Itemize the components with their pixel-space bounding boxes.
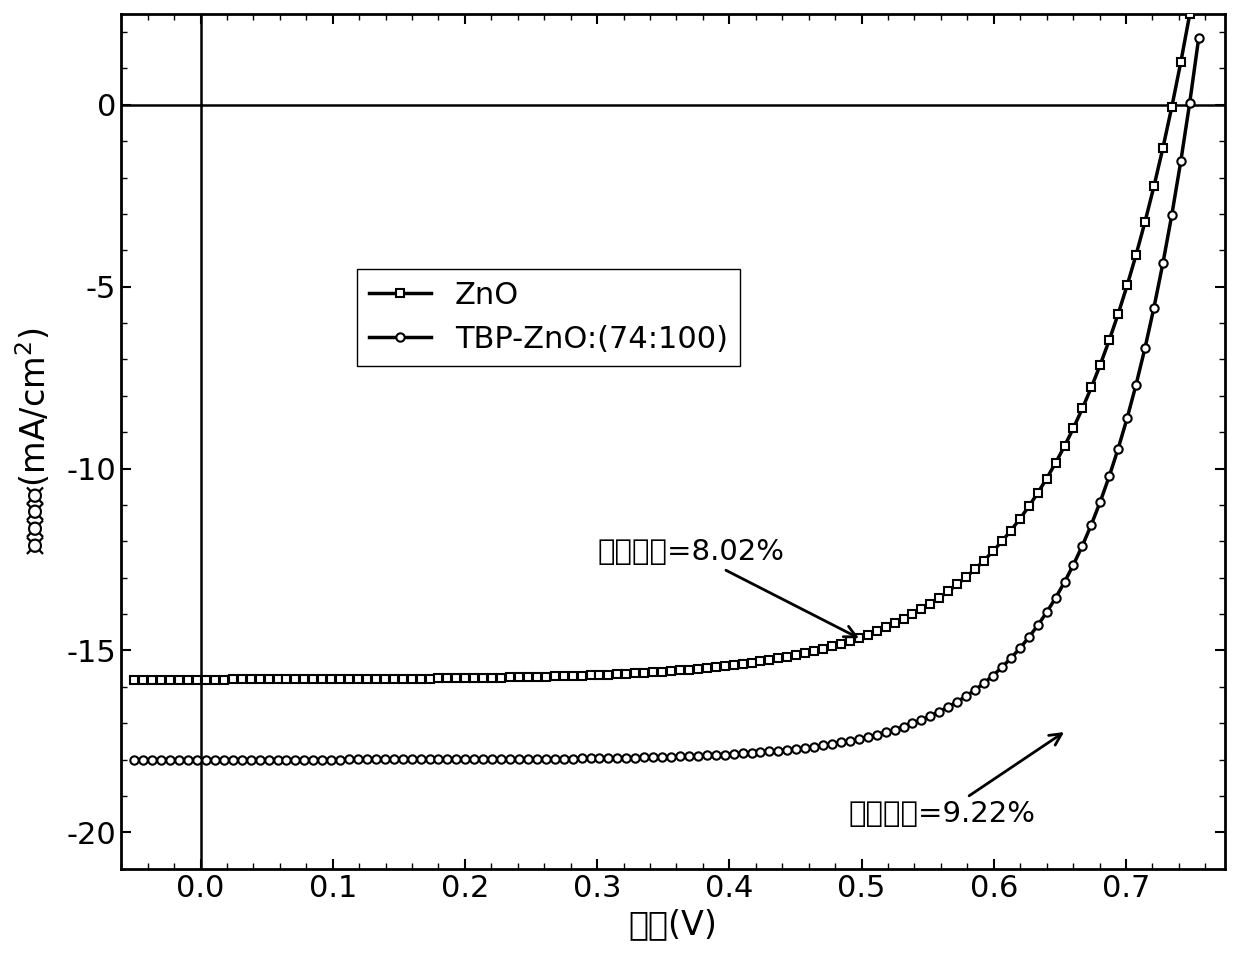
TBP-ZnO:(74:100) <box>1156 258 1171 269</box>
ZnO <box>458 672 473 684</box>
Text: 转换效率=9.22%: 转换效率=9.22% <box>849 733 1062 828</box>
Line: TBP-ZnO:(74:100): TBP-ZnO:(74:100) <box>130 34 1203 764</box>
Legend: ZnO, TBP-ZnO:(74:100): ZnO, TBP-ZnO:(74:100) <box>357 268 740 366</box>
TBP-ZnO:(74:100) <box>860 732 875 743</box>
TBP-ZnO:(74:100) <box>717 749 732 760</box>
X-axis label: 电压(V): 电压(V) <box>628 908 717 941</box>
ZnO <box>896 613 911 625</box>
ZnO <box>1182 9 1197 20</box>
TBP-ZnO:(74:100) <box>126 753 141 765</box>
ZnO <box>976 555 991 566</box>
ZnO <box>1031 487 1046 499</box>
TBP-ZnO:(74:100) <box>1191 32 1206 44</box>
ZnO <box>342 673 357 685</box>
Line: ZnO: ZnO <box>130 11 1194 684</box>
Y-axis label: 电流密度(mA/cm$^2$): 电流密度(mA/cm$^2$) <box>14 329 53 555</box>
Text: 转换效率=8.02%: 转换效率=8.02% <box>597 539 856 637</box>
TBP-ZnO:(74:100) <box>413 753 427 765</box>
TBP-ZnO:(74:100) <box>968 684 983 695</box>
TBP-ZnO:(74:100) <box>351 753 366 765</box>
ZnO <box>745 657 760 668</box>
ZnO <box>126 674 141 686</box>
